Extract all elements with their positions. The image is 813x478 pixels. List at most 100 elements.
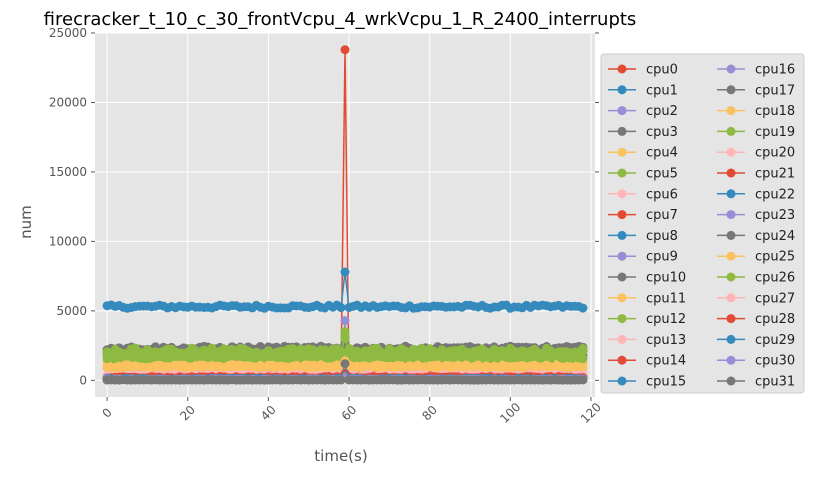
legend-marker [726, 210, 736, 220]
legend-label: cpu23 [755, 208, 795, 223]
legend-item-cpu13: cpu13 [608, 333, 686, 348]
legend-label: cpu31 [755, 375, 795, 390]
legend-item-cpu23: cpu23 [717, 208, 795, 223]
legend-label: cpu13 [646, 333, 686, 348]
x-tick-label: 80 [419, 403, 440, 424]
legend-label: cpu14 [646, 354, 686, 369]
legend-marker [617, 334, 627, 344]
legend-label: cpu10 [646, 271, 686, 286]
data-point [340, 267, 350, 277]
legend-label: cpu22 [755, 187, 795, 202]
legend-item-cpu30: cpu30 [717, 354, 795, 369]
legend-item-cpu18: cpu18 [717, 104, 795, 119]
legend-marker [617, 376, 627, 386]
legend-marker [726, 147, 736, 157]
legend-label: cpu27 [755, 291, 795, 306]
legend-marker [617, 210, 627, 220]
legend: cpu0 cpu1 cpu2 cpu3 cpu4 cpu5 cpu6 cpu7 cpu8 cpu9… [600, 53, 805, 394]
legend-marker [617, 230, 627, 240]
legend-item-cpu14: cpu14 [608, 354, 686, 369]
legend-marker [617, 251, 627, 261]
data-point [578, 344, 588, 353]
data-point [578, 303, 588, 313]
legend-item-cpu0: cpu0 [608, 63, 678, 78]
legend-item-cpu2: cpu2 [608, 104, 678, 119]
legend-label: cpu21 [755, 167, 795, 182]
legend-item-cpu22: cpu22 [717, 187, 795, 202]
legend-marker [726, 106, 736, 116]
y-tick-label: 20000 [49, 95, 87, 109]
legend-marker [726, 272, 736, 282]
legend-label: cpu7 [646, 208, 678, 223]
legend-label: cpu1 [646, 83, 678, 98]
legend-label: cpu25 [755, 250, 795, 265]
legend-label: cpu4 [646, 146, 678, 161]
legend-marker [726, 189, 736, 199]
legend-marker [726, 355, 736, 365]
legend-marker [726, 314, 736, 324]
legend-label: cpu5 [646, 167, 678, 182]
legend-item-cpu21: cpu21 [717, 167, 795, 182]
legend-label: cpu26 [755, 271, 795, 286]
legend-marker [617, 168, 627, 178]
legend-item-cpu12: cpu12 [608, 312, 686, 327]
legend-item-cpu8: cpu8 [608, 229, 678, 244]
legend-marker [617, 293, 627, 303]
legend-marker [617, 106, 627, 116]
legend-label: cpu20 [755, 146, 795, 161]
legend-label: cpu8 [646, 229, 678, 244]
legend-item-cpu3: cpu3 [608, 125, 678, 140]
legend-label: cpu15 [646, 375, 686, 390]
legend-label: cpu9 [646, 250, 678, 265]
legend-item-cpu7: cpu7 [608, 208, 678, 223]
x-axis-label: time(s) [314, 447, 367, 465]
legend-item-cpu6: cpu6 [608, 187, 678, 202]
legend-label: cpu18 [755, 104, 795, 119]
legend-item-cpu24: cpu24 [717, 229, 795, 244]
legend-marker [726, 168, 736, 178]
legend-label: cpu0 [646, 63, 678, 78]
y-tick-label: 15000 [49, 165, 87, 179]
data-point [340, 359, 350, 369]
legend-label: cpu30 [755, 354, 795, 369]
legend-marker [726, 251, 736, 261]
legend-marker [617, 147, 627, 157]
legend-marker [617, 314, 627, 324]
legend-item-cpu1: cpu1 [608, 83, 678, 98]
legend-label: cpu17 [755, 83, 795, 98]
legend-item-cpu27: cpu27 [717, 291, 795, 306]
x-tick-label: 120 [578, 400, 604, 426]
y-axis-label: num [17, 205, 35, 239]
series-cpu26 [102, 334, 588, 359]
legend-marker [726, 334, 736, 344]
x-tick-label: 60 [339, 403, 360, 424]
data-point [336, 303, 346, 313]
x-tick-label: 100 [497, 400, 523, 426]
y-tick-label: 0 [79, 373, 87, 387]
legend-label: cpu2 [646, 104, 678, 119]
data-point [336, 375, 346, 385]
legend-item-cpu15: cpu15 [608, 375, 686, 390]
legend-marker [617, 189, 627, 199]
data-point [578, 363, 588, 373]
legend-item-cpu25: cpu25 [717, 250, 795, 265]
series-layer [102, 45, 588, 385]
legend-item-cpu17: cpu17 [717, 83, 795, 98]
legend-marker [617, 64, 627, 74]
data-point [340, 45, 350, 55]
legend-item-cpu16: cpu16 [717, 63, 795, 78]
data-point [340, 334, 350, 344]
legend-item-cpu5: cpu5 [608, 167, 678, 182]
y-tick-label: 10000 [49, 234, 87, 248]
legend-label: cpu3 [646, 125, 678, 140]
x-tick-label: 0 [99, 405, 114, 420]
legend-marker [726, 126, 736, 136]
legend-item-cpu11: cpu11 [608, 291, 686, 306]
legend-item-cpu19: cpu19 [717, 125, 795, 140]
legend-marker [617, 85, 627, 95]
series-cpu31 [102, 359, 588, 385]
legend-item-cpu20: cpu20 [717, 146, 795, 161]
legend-label: cpu11 [646, 291, 686, 306]
